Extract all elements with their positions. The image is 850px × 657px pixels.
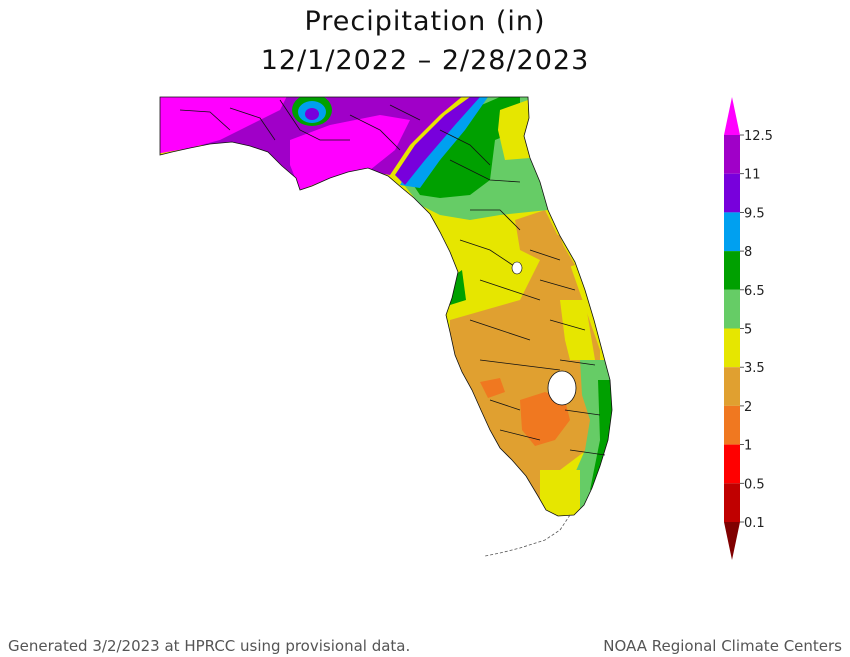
legend-swatch xyxy=(724,483,740,522)
legend-label: 0.5 xyxy=(744,477,765,492)
lake-george xyxy=(511,261,523,275)
precip-zone-orange xyxy=(520,392,570,446)
legend-label: 3.5 xyxy=(744,361,765,376)
legend-label: 8 xyxy=(744,245,752,260)
legend-swatch xyxy=(724,173,740,213)
legend-swatch xyxy=(724,251,740,290)
legend-swatch xyxy=(724,328,740,368)
map-date-range: 12/1/2022 – 2/28/2023 xyxy=(260,45,590,76)
precip-zone-yellow-ne xyxy=(498,100,530,160)
legend-label: 5 xyxy=(744,323,752,338)
legend-swatch xyxy=(724,97,740,135)
legend-label: 2 xyxy=(744,400,752,415)
legend-label: 0.1 xyxy=(744,516,765,531)
precip-zone-violet xyxy=(395,97,480,185)
legend-swatch xyxy=(724,405,740,445)
legend-swatch xyxy=(724,367,740,406)
legend-swatch xyxy=(724,444,740,484)
precip-zone-magenta-west xyxy=(160,97,290,155)
county-borders xyxy=(159,96,613,517)
precip-zone-darkgreen-north xyxy=(410,97,520,198)
legend-swatch xyxy=(724,212,740,252)
precip-zone-magenta-east xyxy=(290,115,410,190)
legend-swatch xyxy=(724,522,740,560)
lake-okeechobee xyxy=(547,370,577,406)
precip-zone-yellow-east xyxy=(560,300,595,360)
precip-zone-violet-blob xyxy=(305,108,319,120)
precip-zone-orange-west xyxy=(480,378,505,398)
legend-swatch xyxy=(724,289,740,329)
legend-swatch xyxy=(724,135,740,174)
legend-label: 12.5 xyxy=(744,129,773,144)
map-title: Precipitation (in) xyxy=(304,6,546,37)
legend-label: 1 xyxy=(744,439,752,454)
legend-label: 6.5 xyxy=(744,284,765,299)
florida-keys xyxy=(484,514,571,557)
legend-label: 9.5 xyxy=(744,206,765,221)
precip-zone-yellow-south xyxy=(540,470,580,516)
footer-generated-note: Generated 3/2/2023 at HPRCC using provis… xyxy=(8,637,411,655)
footer-source: NOAA Regional Climate Centers xyxy=(603,637,842,655)
legend-label: 11 xyxy=(744,168,761,183)
precip-zone-blue xyxy=(400,97,488,188)
precip-zone-tan-north xyxy=(515,210,575,270)
